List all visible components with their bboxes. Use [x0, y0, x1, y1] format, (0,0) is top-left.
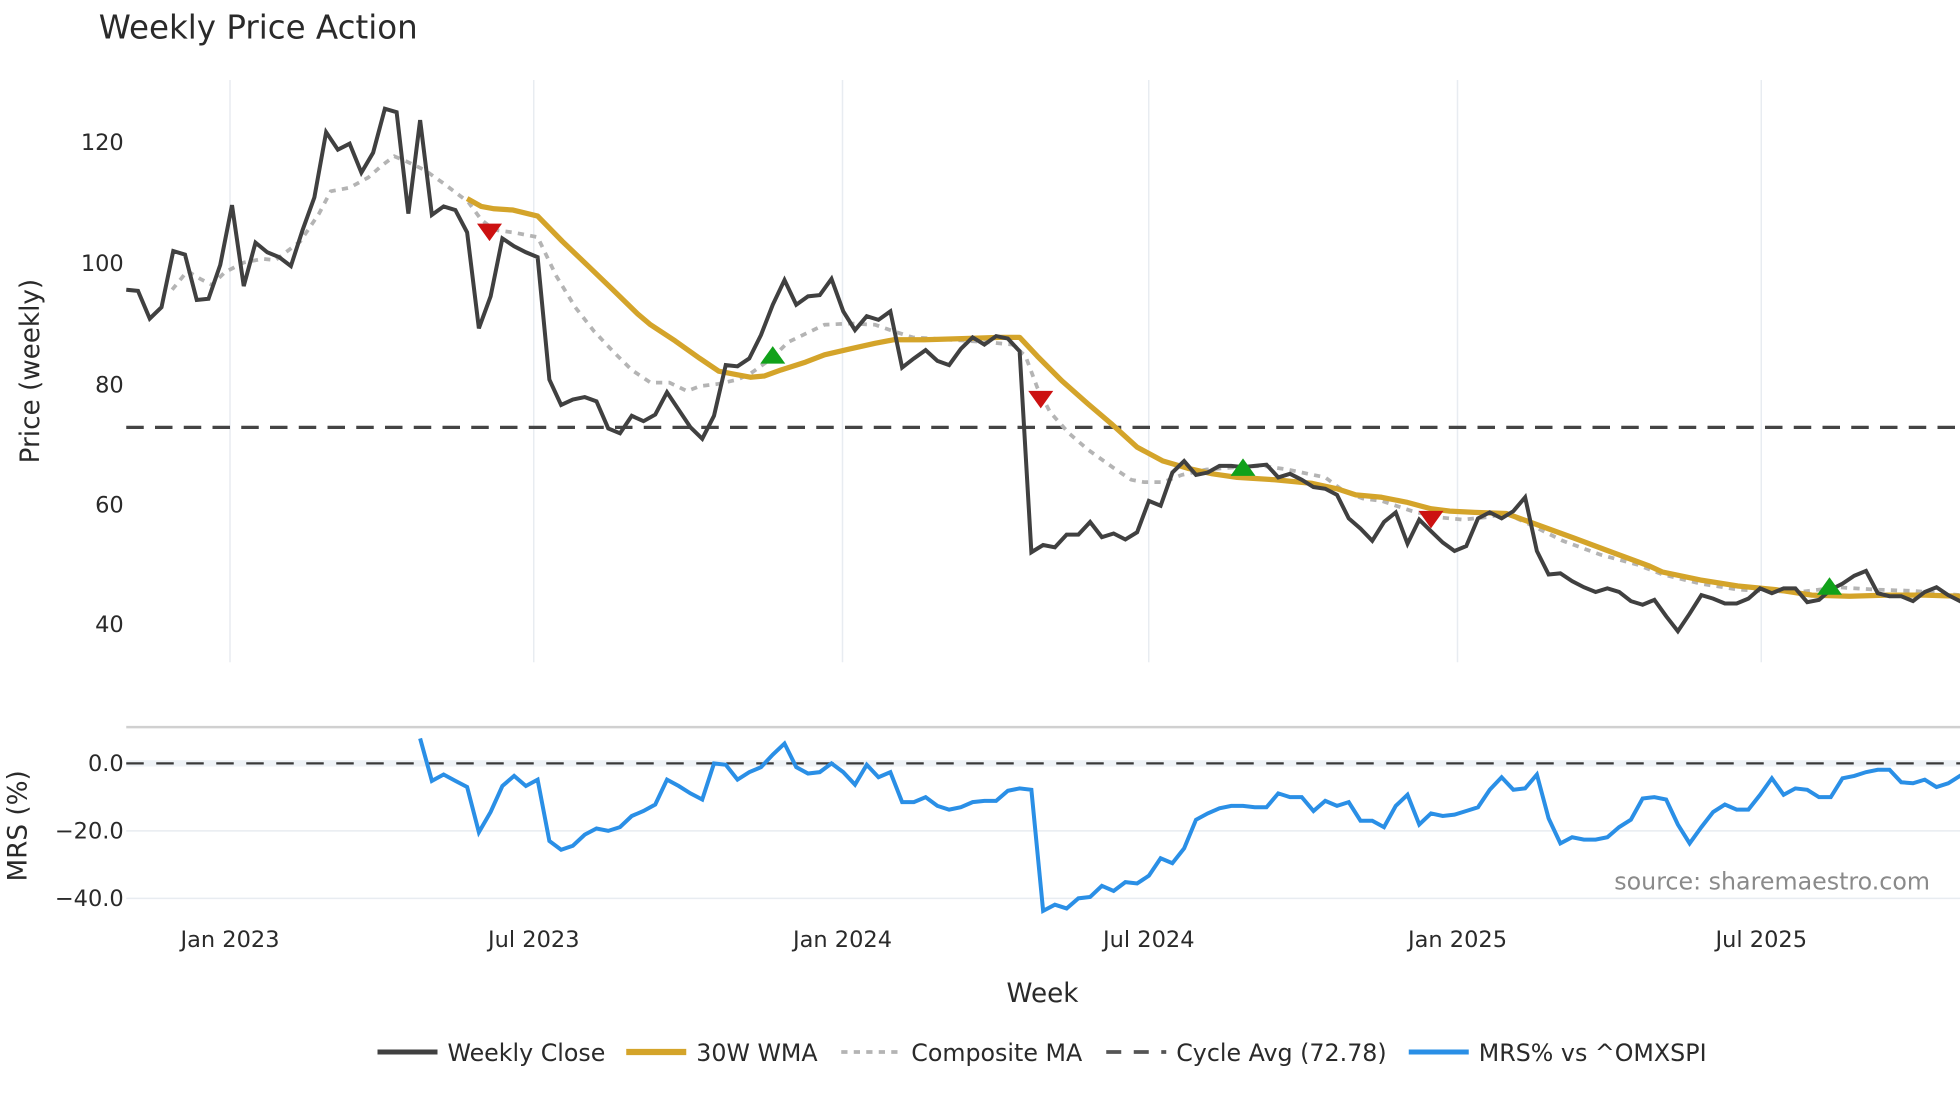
x-tick-label: Jul 2023 — [486, 927, 580, 953]
x-axis-title: Week — [1007, 979, 1080, 1009]
legend: Weekly Close 30W WMA Composite MA Cycle … — [377, 1039, 1707, 1067]
price-tick-label: 120 — [81, 130, 124, 156]
sell-signal-triangle-down-icon — [1028, 390, 1054, 409]
buy-signal-triangle-up-icon — [1230, 458, 1256, 476]
signal-markers — [477, 223, 1842, 595]
x-axis-ticks: Jan 2023 Jul 2023 Jan 2024 Jul 2024 Jan … — [178, 927, 1807, 953]
buy-signal-triangle-up-icon — [760, 346, 786, 364]
legend-label: Weekly Close — [448, 1039, 606, 1067]
legend-label: 30W WMA — [696, 1039, 818, 1067]
price-tick-label: 80 — [95, 372, 124, 398]
legend-label: Composite MA — [911, 1039, 1083, 1067]
x-tick-label: Jan 2023 — [178, 927, 279, 953]
source-annotation: source: sharemaestro.com — [1614, 868, 1930, 896]
legend-label: MRS% vs ^OMXSPI — [1479, 1039, 1707, 1067]
wma-30w-line — [465, 196, 1960, 599]
price-tick-label: 60 — [95, 492, 124, 518]
price-y-ticks: 120 100 80 60 40 — [81, 130, 124, 638]
mrs-tick-label: −20.0 — [55, 818, 124, 844]
weekly-close-line — [126, 106, 1960, 635]
x-tick-label: Jul 2024 — [1101, 927, 1195, 953]
mrs-tick-label: 0.0 — [88, 751, 124, 777]
legend-item-mrs[interactable]: MRS% vs ^OMXSPI — [1408, 1039, 1707, 1067]
buy-signal-triangle-up-icon — [1817, 577, 1842, 595]
price-x-gridlines — [229, 79, 1762, 663]
chart-title: Weekly Price Action — [99, 9, 418, 47]
price-y-axis-title: Price (weekly) — [16, 279, 46, 464]
price-tick-label: 100 — [81, 251, 124, 277]
sell-signal-triangle-down-icon — [1418, 510, 1444, 529]
mrs-line — [418, 737, 1960, 914]
legend-item-cycle-avg[interactable]: Cycle Avg (72.78) — [1106, 1039, 1387, 1067]
composite-ma-line — [170, 154, 1960, 597]
x-tick-label: Jul 2025 — [1713, 927, 1807, 953]
legend-item-composite-ma[interactable]: Composite MA — [841, 1039, 1083, 1067]
legend-item-30w-wma[interactable]: 30W WMA — [626, 1039, 818, 1067]
mrs-panel: 0.0 −20.0 −40.0 MRS (%) source: sharemae… — [3, 737, 1960, 914]
mrs-y-axis-title: MRS (%) — [3, 770, 33, 881]
sell-signal-triangle-down-icon — [477, 223, 502, 242]
x-tick-label: Jan 2025 — [1406, 927, 1507, 953]
legend-item-weekly-close[interactable]: Weekly Close — [377, 1039, 606, 1067]
x-tick-label: Jan 2024 — [791, 927, 892, 953]
price-tick-label: 40 — [95, 612, 124, 638]
mrs-tick-label: −40.0 — [55, 886, 124, 912]
price-panel: 120 100 80 60 40 Price (weekly) — [16, 79, 1960, 663]
legend-label: Cycle Avg (72.78) — [1176, 1039, 1386, 1067]
